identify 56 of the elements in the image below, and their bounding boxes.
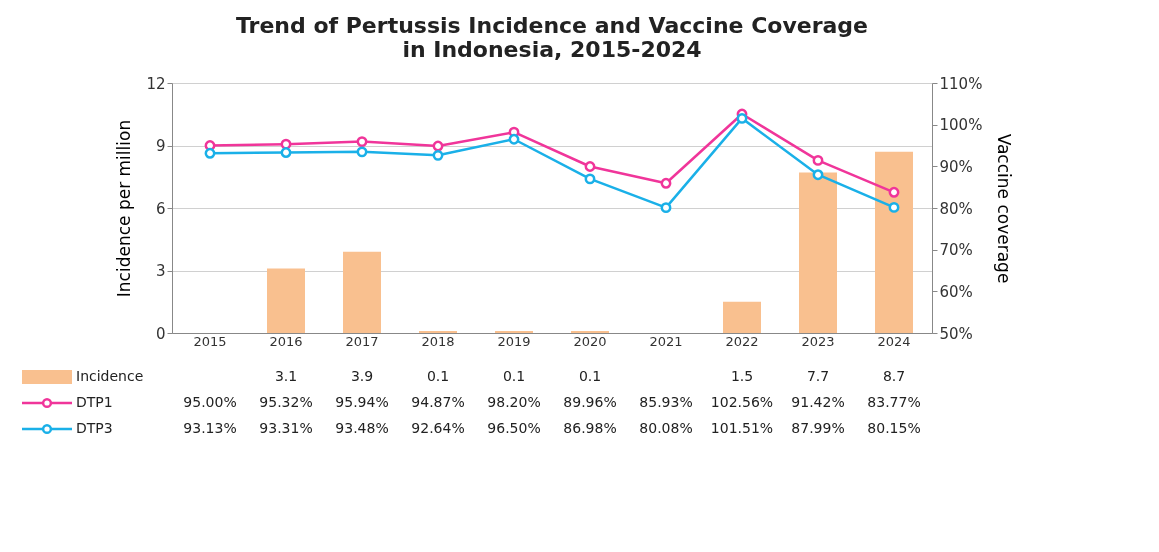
data-label: 1.5 [730,368,754,384]
data-label: 8.7 [882,368,906,384]
data-label: 102.56% [710,394,774,410]
data-label: 98.20% [487,394,541,410]
y2-tick-label: 90% [939,157,973,176]
data-label: 95.00% [183,394,237,410]
data-label: 0.1 [578,368,602,384]
data-label: 96.50% [487,420,541,436]
y-tick-label: 9 [155,137,166,155]
data-label: 95.94% [335,394,389,410]
legend-label: Incidence [76,368,144,384]
x-tick-label: 2019 [497,333,531,349]
x-tick-label: 2018 [421,333,455,349]
data-label: 101.51% [710,420,774,436]
data-label: 93.13% [183,420,237,436]
x-tick-label: 2020 [573,333,607,349]
data-label: 93.48% [335,420,389,436]
data-label: 80.15% [867,420,921,436]
data-label: 85.93% [639,394,693,410]
data-label: 0.1 [502,368,526,384]
legend-label: DTP3 [76,420,113,436]
y-axis-title: Incidence per million [114,119,135,298]
y-tick-label: 6 [155,199,166,218]
y-tick-label: 0 [155,324,166,343]
data-label: 95.32% [259,394,313,410]
chart-title: Trend of Pertussis Incidence and Vaccine Coverage in Indonesia, 2015-2024 [235,13,869,62]
data-label: 80.08% [639,420,693,436]
data-label: 3.1 [274,368,298,384]
y-tick-label: 12 [146,74,166,93]
y2-tick-label: 100% [939,116,983,135]
y2-tick-label: 70% [939,241,973,260]
x-tick-label: 2015 [193,333,227,349]
y-tick-label: 3 [155,262,166,280]
legend-label: DTP1 [76,394,113,410]
y2-tick-label: 50% [939,324,973,343]
data-label: 92.64% [411,420,465,436]
y2-axis-title: Vaccine coverage [994,133,1015,284]
data-label: 3.9 [350,368,374,384]
data-label: 86.98% [563,420,617,436]
y2-tick-label: 60% [939,282,973,301]
x-tick-label: 2024 [877,333,911,349]
data-label: 89.96% [563,394,617,410]
x-tick-label: 2023 [801,333,835,349]
data-label: 91.42% [791,394,845,410]
x-tick-label: 2017 [345,333,379,349]
y2-tick-label: 80% [939,199,973,218]
data-label: 87.99% [791,420,845,436]
data-label: 0.1 [426,368,450,384]
x-tick-label: 2021 [649,333,683,349]
data-label: 93.31% [259,420,313,436]
x-tick-label: 2016 [269,333,303,349]
x-tick-label: 2022 [725,333,759,349]
y2-tick-label: 110% [939,74,983,93]
data-label: 94.87% [411,394,465,410]
data-label: 7.7 [806,368,830,384]
data-label: 83.77% [867,394,921,410]
